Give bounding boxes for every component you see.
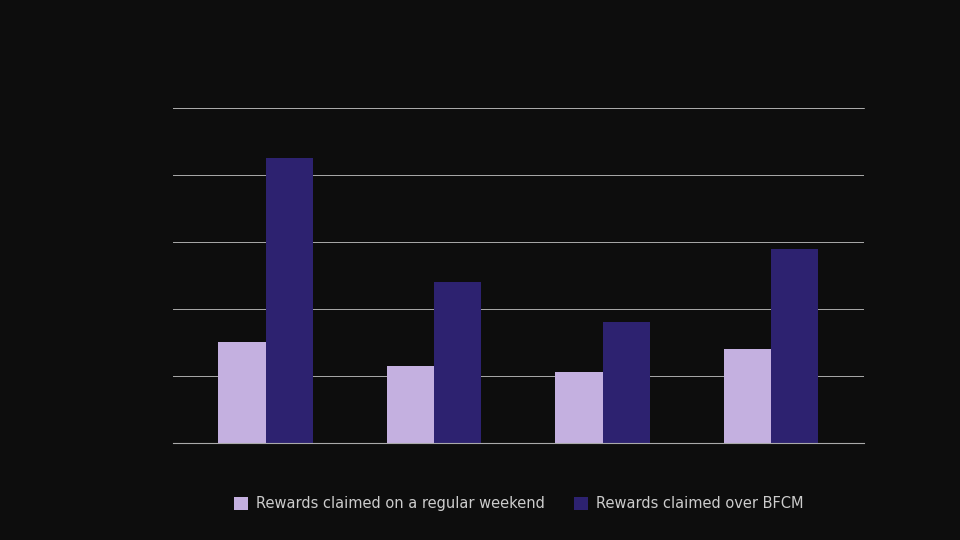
Bar <box>603 322 650 443</box>
Bar <box>434 282 481 443</box>
Bar <box>556 373 603 443</box>
Legend: Rewards claimed on a regular weekend, Rewards claimed over BFCM: Rewards claimed on a regular weekend, Re… <box>228 490 809 517</box>
Bar <box>771 248 819 443</box>
Bar <box>387 366 434 443</box>
Bar <box>218 342 266 443</box>
Bar <box>266 158 313 443</box>
Bar <box>724 349 771 443</box>
